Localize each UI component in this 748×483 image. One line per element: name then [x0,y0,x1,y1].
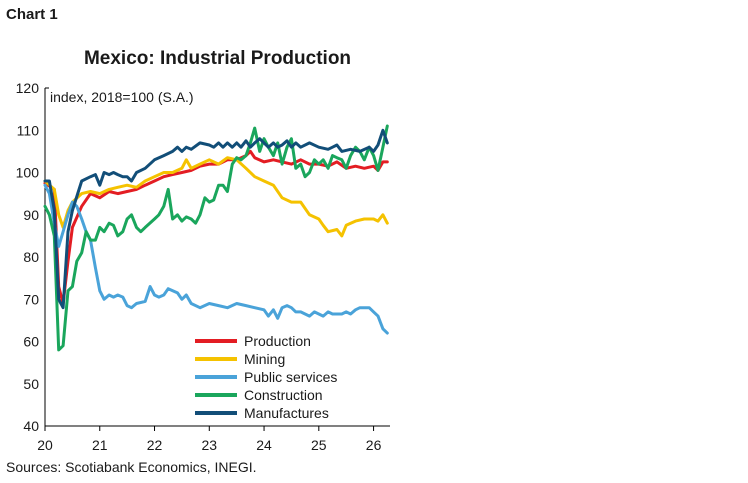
series-line-construction [43,124,389,352]
y-tick-labels: 40 50 60 70 80 90 100 110 120 [16,80,40,434]
legend-label: Mining [244,351,285,367]
chart-axes [44,87,390,427]
y-tick-label: 90 [23,207,39,223]
y-tick-label: 50 [23,376,39,392]
chart-number-label: Chart 1 [6,6,58,23]
legend-label: Construction [244,387,323,403]
y-axis-label: index, 2018=100 (S.A.) [50,89,194,105]
y-tick-label: 60 [23,334,39,350]
x-tick-label: 24 [256,437,272,453]
x-tick-label: 21 [92,437,108,453]
x-tick-label: 26 [366,437,382,453]
y-tick-label: 100 [16,165,40,181]
series-lines [43,124,389,352]
legend-label: Public services [244,369,337,385]
series-line-manufactures [43,128,389,310]
chart-legend: Production Mining Public services Construct… [195,333,337,421]
y-tick-label: 70 [23,291,39,307]
x-tick-label: 22 [147,437,163,453]
y-tick-label: 110 [17,122,40,138]
y-tick-label: 120 [16,80,40,96]
y-tick-label: 80 [23,249,39,265]
source-note: Sources: Scotiabank Economics, INEGI. [6,459,257,475]
x-tick-label: 23 [201,437,217,453]
series-line-public-services [43,183,389,335]
x-tick-labels: 20 21 22 23 24 25 26 [37,426,382,453]
series-line-mining [43,156,389,238]
chart-title: Mexico: Industrial Production [83,48,352,69]
x-tick-label: 25 [311,437,327,453]
x-tick-label: 20 [37,437,53,453]
legend-label: Production [244,333,311,349]
y-tick-label: 40 [23,418,39,434]
legend-label: Manufactures [244,405,329,421]
